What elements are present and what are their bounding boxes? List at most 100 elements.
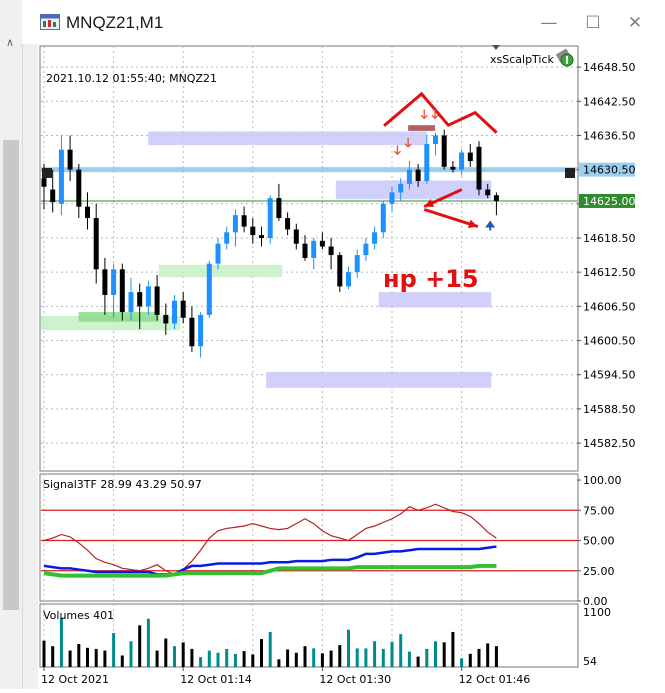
candle-body [267,198,273,238]
volume-bar [494,646,498,667]
current-price-tag-label: 14625.00 [583,195,636,208]
volume-bar [42,640,46,667]
volume-bar [468,653,472,667]
minimize-button[interactable]: — [540,13,558,33]
volume-bar [486,643,490,667]
volume-bar [138,625,142,667]
price-tick-label: 14588.50 [583,403,636,416]
signal-tick-label: 50.00 [583,535,615,548]
candle-body [493,195,499,201]
annotation-profit: нр +15 [383,265,479,293]
volume-bar [216,652,220,667]
volume-bar [338,645,342,667]
expert-icon[interactable] [555,48,574,67]
candle-body [224,232,230,244]
price-tick-label: 14600.50 [583,335,636,348]
candle-body [485,189,491,196]
time-tick-label: 12 Oct 01:46 [459,673,531,686]
level-price-tag [579,162,635,177]
candle-body [467,152,473,162]
volume-bar [268,631,272,667]
price-tick-label: 14612.50 [583,266,636,279]
level-price-tag-label: 14630.50 [583,164,636,177]
candle-body [433,135,438,144]
volume-bar [390,641,394,667]
volume-bar [242,651,246,667]
time-axis[interactable]: 12 Oct 2021 12 Oct 01:14 12 Oct 01:30 12 Oc… [41,667,530,686]
price-zone [266,371,492,388]
price-tick-label: 14642.50 [583,95,636,108]
window-title: MNQZ21,M1 [66,13,164,32]
price-pane[interactable] [39,45,579,472]
pattern-box [408,125,435,131]
volumes-values-label: Volumes 401 [43,609,114,622]
signal-pane[interactable] [39,473,579,602]
candle-body [406,169,412,184]
time-tick-label: 12 Oct 01:14 [180,673,252,686]
zones-layer [41,131,492,388]
candle-body [163,314,169,324]
sell-arrow-icon [420,109,428,120]
price-zone [335,180,492,200]
candle-body [76,169,82,207]
volume-bar [120,655,124,667]
candle-body [189,317,195,347]
candle-body [328,246,334,256]
candle-body [206,263,212,315]
candle-body [259,235,264,238]
volumes-tick-label: 1100 [583,606,611,619]
volume-bar [320,653,324,667]
candle-body [415,169,421,182]
volume-bar [207,650,211,667]
candle-body [276,198,282,219]
level-handle-right-icon[interactable] [565,168,575,178]
sell-arrow-icon [431,109,439,120]
price-tick-label: 14648.50 [583,61,636,74]
candle-body [67,149,73,170]
candle-body [354,255,360,273]
candle-body [250,226,256,236]
volume-bar [103,650,107,667]
chart-info-text: 2021.10.12 01:55:40; MNQZ21 [46,72,217,85]
volume-bar [277,659,281,667]
volume-bar [381,648,385,667]
volume-bar [59,617,63,667]
volume-bar [477,648,481,667]
sell-arrow-icon [393,145,401,156]
volume-bar [146,618,150,667]
price-tick-label: 14594.50 [583,369,636,382]
volume-bar [312,648,316,667]
chart-canvas[interactable]: 14648.50 14642.50 14636.50 14630.50 14618.50… [38,13,665,689]
candle-body [50,189,56,203]
chart-window-titlebar[interactable] [22,0,665,44]
candle-body [450,166,456,170]
pattern-layer [383,91,498,231]
volume-bar [94,648,98,667]
left-scrollbar[interactable]: ∧ [0,28,23,689]
volume-bar [68,650,72,667]
scroll-up-icon[interactable]: ∧ [6,36,15,49]
price-tick-label: 14606.50 [583,300,636,313]
maximize-button[interactable]: ☐ [585,13,601,33]
close-button[interactable]: ✕ [627,13,643,33]
candle-body [346,272,351,287]
signal-tick-label: 100.00 [583,474,622,487]
level-handle-left-icon[interactable] [42,168,52,178]
sell-arrow-icon [404,137,412,148]
candle-body [215,243,221,264]
candle-body [293,229,299,244]
chart-area[interactable]: 14648.50 14642.50 14636.50 14630.50 14618.50… [38,13,665,689]
price-zone [78,312,159,322]
price-zone [148,131,427,146]
scrollbar-thumb[interactable] [3,140,19,610]
volume-bar [355,648,359,667]
volume-bar [416,656,420,667]
indicator-label: xsScalpTick [490,53,555,66]
candles-layer [41,129,499,358]
signal-values-label: Signal3TF 28.99 43.29 50.97 [43,478,202,491]
volume-bar [399,634,403,667]
volume-bars [42,617,498,667]
signal-axis: 100.00 75.00 50.00 25.00 0.00 [577,474,622,608]
price-axis[interactable]: 14648.50 14642.50 14636.50 14630.50 14618.50… [577,61,636,450]
time-tick-label: 12 Oct 2021 [41,673,109,686]
